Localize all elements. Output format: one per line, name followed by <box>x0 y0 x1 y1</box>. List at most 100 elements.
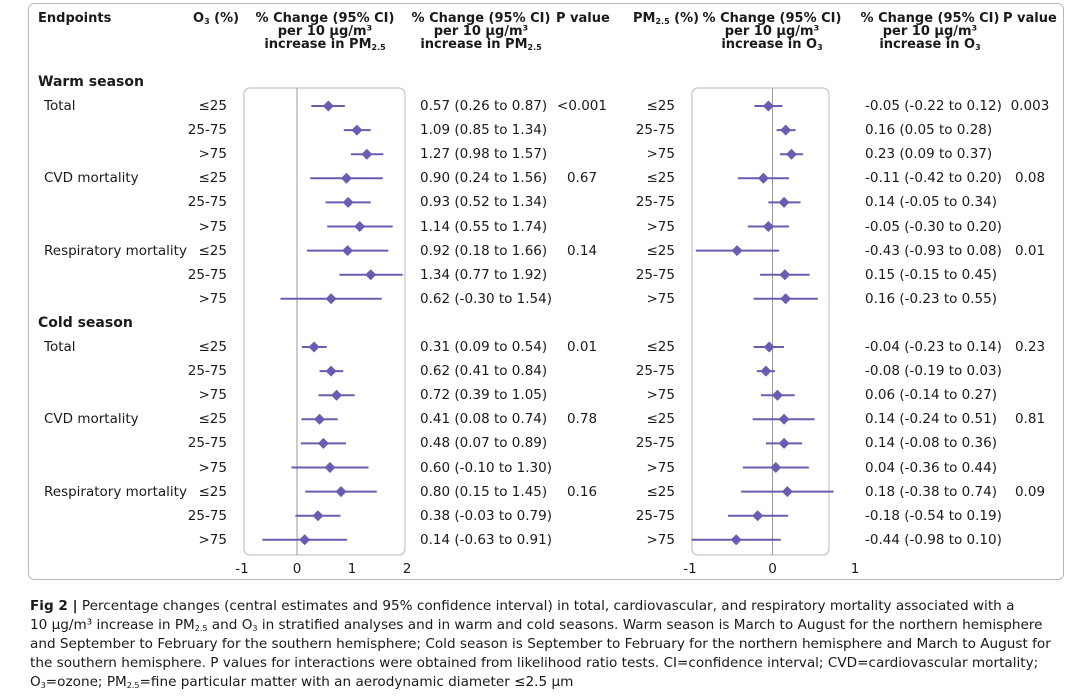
header-change-pm-line1: % Change (95% CI) <box>255 11 395 26</box>
o3-stratum-label: ≤25 <box>198 170 228 187</box>
pm-stratum-label: 25-75 <box>635 122 675 139</box>
pm-ci-text: 0.57 (0.26 to 0.87) <box>420 98 548 114</box>
o3-ci-text: 0.14 (-0.08 to 0.36) <box>865 435 998 452</box>
caption-line-2: 10 µg/m³ increase in PM2.5 and O3 in str… <box>30 617 1043 633</box>
header-change-pm-ci-line2: per 10 µg/m³ <box>433 24 529 39</box>
o3-forest-point <box>785 148 797 160</box>
pm-stratum-label: 25-75 <box>635 266 675 283</box>
pm-forest-point <box>351 124 363 136</box>
pm-forest-point <box>331 389 343 401</box>
o3-forest-point <box>762 221 774 232</box>
pm-stratum-label: 25-75 <box>635 507 675 524</box>
pm-forest-tick-label: 0 <box>293 561 302 577</box>
p-value-o3: 0.003 <box>1010 98 1050 114</box>
pm-forest-point <box>317 437 329 449</box>
header-o3-pct: O3 (%) <box>193 11 240 26</box>
figure-frame <box>28 3 1064 580</box>
p-value-pm: 0.67 <box>566 170 598 187</box>
pm-forest-point <box>342 245 354 257</box>
figure-caption: Fig 2 | Percentage changes (central esti… <box>30 597 1075 692</box>
pm-ci-text: 0.31 (0.09 to 0.54) <box>420 339 548 355</box>
o3-stratum-label: >75 <box>198 290 228 307</box>
pm-stratum-label: 25-75 <box>635 194 675 211</box>
header-change-o3: % Change (95% CI) per 10 µg/m³ increase … <box>697 11 847 52</box>
header-change-pm-ci: % Change (95% CI) per 10 µg/m³ increase … <box>406 12 556 52</box>
o3-forest-point <box>752 510 764 522</box>
header-pm-pct: PM2.5 (%) <box>633 11 700 26</box>
pm-forest-tick-label: -1 <box>235 561 248 577</box>
caption-fig-label: Fig 2 | <box>30 598 78 614</box>
endpoint-label: Respiratory mortality <box>44 483 187 500</box>
pm-ci-text: 0.48 (0.07 to 0.89) <box>420 435 548 452</box>
o3-forest-point <box>731 245 743 257</box>
header-change-pm-ci-line3: increase in PM2.5 <box>420 37 542 52</box>
o3-ci-text: -0.04 (-0.23 to 0.14) <box>865 339 1002 355</box>
pm-ci-text: 0.38 (-0.03 to 0.79) <box>420 507 553 524</box>
header-change-o3-line3: increase in O3 <box>721 37 823 52</box>
pm-forest-point <box>314 413 326 425</box>
pm-forest-tick-label: 1 <box>348 561 357 577</box>
pm-forest-point <box>335 486 347 498</box>
pm-stratum-label: ≤25 <box>646 242 676 259</box>
pm-stratum-label: >75 <box>646 387 676 404</box>
o3-stratum-label: >75 <box>198 531 228 548</box>
p-value-o3: 0.23 <box>1014 339 1046 355</box>
o3-ci-text: 0.16 (-0.23 to 0.55) <box>865 290 998 307</box>
o3-ci-text: 0.18 (-0.38 to 0.74) <box>865 483 998 500</box>
pm-stratum-label: 25-75 <box>635 435 675 452</box>
header-change-pm: % Change (95% CI) per 10 µg/m³ increase … <box>250 11 400 52</box>
caption-line-5: O3=ozone; PM2.5=fine particular matter w… <box>30 674 574 690</box>
pm-stratum-label: >75 <box>646 290 676 307</box>
p-value-pm: 0.16 <box>566 483 598 500</box>
o3-ci-text: -0.05 (-0.22 to 0.12) <box>865 98 1002 114</box>
pm-forest-point <box>299 534 311 546</box>
o3-ci-text: -0.18 (-0.54 to 0.19) <box>865 507 1002 524</box>
endpoint-label: CVD mortality <box>44 411 139 428</box>
pm-ci-text: 1.34 (0.77 to 1.92) <box>420 266 548 283</box>
pm-ci-text: 0.14 (-0.63 to 0.91) <box>420 531 553 548</box>
o3-ci-text: -0.43 (-0.93 to 0.08) <box>865 242 1002 259</box>
o3-forest-point <box>763 341 775 353</box>
pm-ci-text: 1.27 (0.98 to 1.57) <box>420 146 548 163</box>
pm-forest-tick-label: 2 <box>403 561 412 577</box>
pm-ci-text: 1.14 (0.55 to 1.74) <box>420 218 548 235</box>
pm-ci-text: 0.90 (0.24 to 1.56) <box>420 170 548 187</box>
o3-forest-panel-box <box>691 87 830 556</box>
o3-forest-point <box>770 462 782 473</box>
o3-stratum-label: 25-75 <box>187 363 227 380</box>
header-pvalue-o3: P value <box>1003 11 1057 26</box>
header-pvalue-pm: P value <box>556 11 610 26</box>
header-change-o3-ci: % Change (95% CI) per 10 µg/m³ increase … <box>855 11 1005 52</box>
o3-ci-text: -0.08 (-0.19 to 0.03) <box>865 363 1002 380</box>
pm-ci-text: 0.92 (0.18 to 1.66) <box>420 242 548 259</box>
pm-ci-text: 0.41 (0.08 to 0.74) <box>420 411 548 428</box>
o3-ci-text: 0.23 (0.09 to 0.37) <box>865 146 993 163</box>
pm-ci-text: 0.62 (-0.30 to 1.54) <box>420 290 553 307</box>
header-change-o3-ci-line1: % Change (95% CI) <box>860 11 1000 26</box>
o3-stratum-label: ≤25 <box>198 411 228 428</box>
pm-forest-point <box>322 100 334 112</box>
pm-forest-point <box>308 341 320 353</box>
pm-forest-point <box>354 221 366 232</box>
caption-line-4: the southern hemisphere. P values for in… <box>30 655 1039 671</box>
o3-forest-point <box>779 269 791 281</box>
pm-forest-point <box>325 365 337 377</box>
header-change-o3-line2: per 10 µg/m³ <box>724 24 820 39</box>
pm-stratum-label: >75 <box>646 459 676 476</box>
section-title-cold: Cold season <box>38 315 133 331</box>
section-title-warm: Warm season <box>38 74 144 90</box>
pm-ci-text: 0.72 (0.39 to 1.05) <box>420 387 548 404</box>
o3-ci-text: 0.06 (-0.14 to 0.27) <box>865 387 998 404</box>
header-change-pm-line3: increase in PM2.5 <box>264 37 386 52</box>
o3-stratum-label: ≤25 <box>198 339 228 355</box>
pm-stratum-label: >75 <box>646 218 676 235</box>
pm-forest-point <box>342 196 354 208</box>
o3-ci-text: 0.15 (-0.15 to 0.45) <box>865 266 998 283</box>
header-change-o3-line1: % Change (95% CI) <box>702 11 842 26</box>
pm-stratum-label: ≤25 <box>646 411 676 428</box>
p-value-pm: 0.78 <box>566 411 598 428</box>
o3-stratum-label: 25-75 <box>187 266 227 283</box>
p-value-o3: 0.09 <box>1014 483 1046 500</box>
o3-stratum-label: >75 <box>198 387 228 404</box>
o3-ci-text: -0.11 (-0.42 to 0.20) <box>865 170 1002 187</box>
